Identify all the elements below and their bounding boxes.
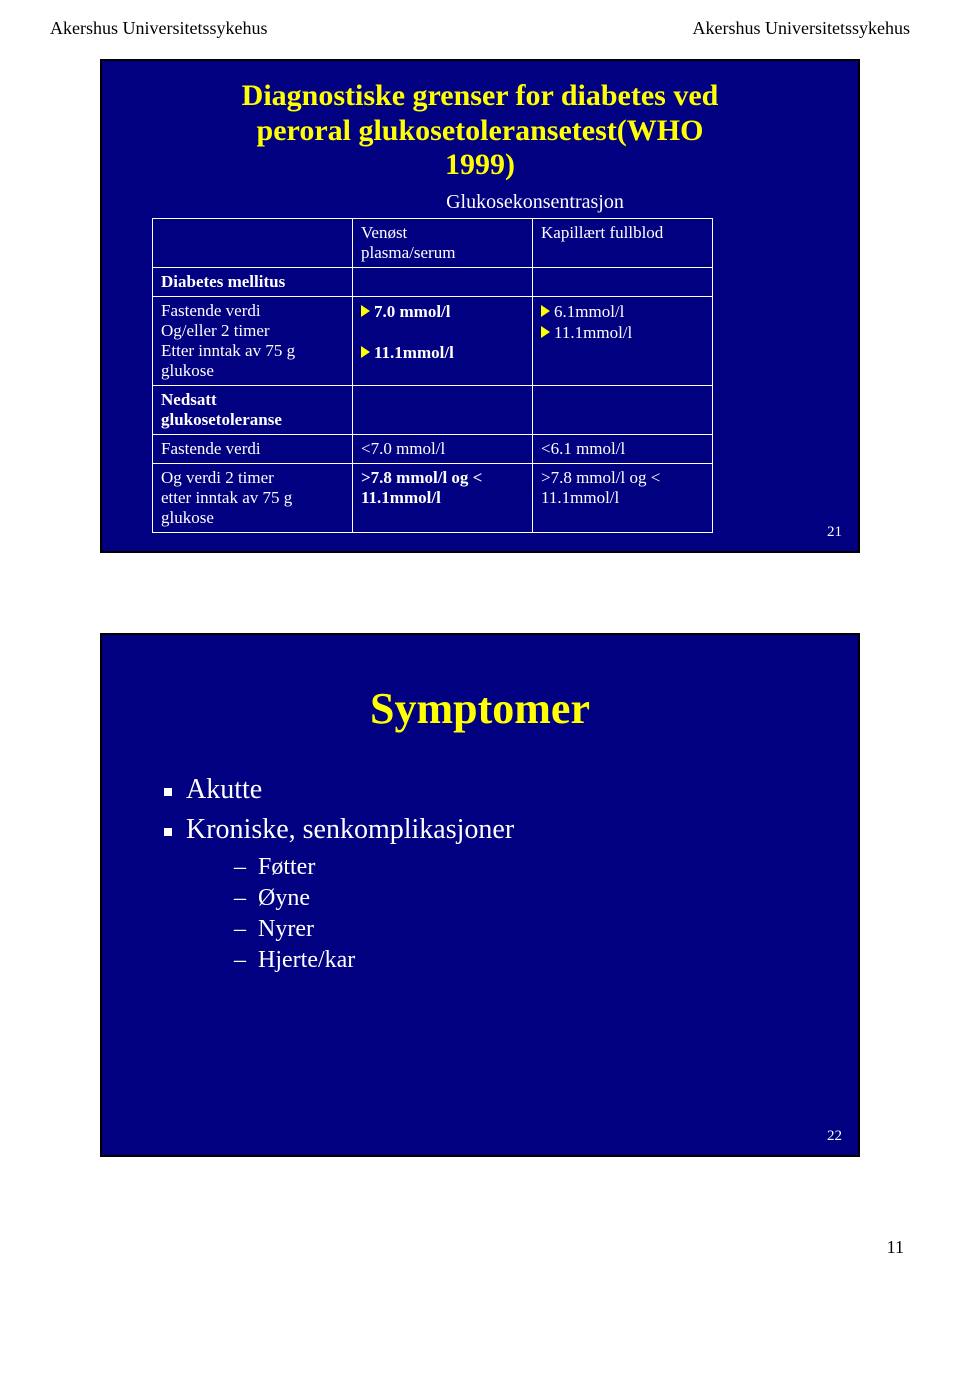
table-row: Fastende verdi <7.0 mmol/l <6.1 mmol/l xyxy=(153,434,713,463)
value: >7.8 mmol/l og < xyxy=(361,468,524,488)
slide-number: 22 xyxy=(827,1128,842,1145)
value: 7.0 mmol/l xyxy=(374,301,451,322)
sub-text: Hjerte/kar xyxy=(258,947,355,974)
cell-fasting2-capillary: <6.1 mmol/l xyxy=(533,434,713,463)
table-row: Og verdi 2 timer etter inntak av 75 g gl… xyxy=(153,463,713,532)
slide-1-title: Diagnostiske grenser for diabetes ved pe… xyxy=(124,79,836,183)
slide-1-body: Diagnostiske grenser for diabetes ved pe… xyxy=(102,61,858,551)
table-row: Nedsatt glukosetoleranse xyxy=(153,385,713,434)
dash-icon: – xyxy=(234,916,246,943)
cell-empty xyxy=(153,218,353,267)
slide-2-body: Symptomer Akutte Kroniske, senkomplikasj… xyxy=(102,635,858,1155)
value: 6.1mmol/l xyxy=(554,301,624,322)
title-line: Diagnostiske grenser for diabetes ved xyxy=(124,79,836,114)
bullet-item: Akutte xyxy=(164,774,836,806)
arrow-icon xyxy=(541,326,550,338)
bullet-text: Kroniske, senkomplikasjoner xyxy=(186,814,514,846)
cell-2h-capillary: >7.8 mmol/l og < 11.1mmol/l xyxy=(533,463,713,532)
text: etter inntak av 75 g xyxy=(161,488,344,508)
page-number: 11 xyxy=(50,1237,910,1258)
text: plasma/serum xyxy=(361,243,524,263)
bullet-item: Kroniske, senkomplikasjoner xyxy=(164,814,836,846)
sub-bullet-item: –Nyrer xyxy=(234,916,836,943)
value: 11.1mmol/l xyxy=(554,322,632,343)
dash-icon: – xyxy=(234,854,246,881)
page: Akershus Universitetssykehus Akershus Un… xyxy=(0,0,960,1298)
cell-fasting2-label: Fastende verdi xyxy=(153,434,353,463)
cell-empty xyxy=(353,267,533,296)
text: glukose xyxy=(161,508,344,528)
cell-header-capillary: Kapillært fullblod xyxy=(533,218,713,267)
text: Og/eller 2 timer xyxy=(161,321,344,341)
cell-empty xyxy=(533,267,713,296)
text: glukosetoleranse xyxy=(161,410,344,430)
table-row: Fastende verdi Og/eller 2 timer Etter in… xyxy=(153,296,713,385)
header-left: Akershus Universitetssykehus xyxy=(50,18,267,39)
dash-icon: – xyxy=(234,947,246,974)
text: Venøst xyxy=(361,223,524,243)
sub-bullet-item: –Føtter xyxy=(234,854,836,881)
cell-fasting-label: Fastende verdi Og/eller 2 timer Etter in… xyxy=(153,296,353,385)
cell-fasting-capillary: 6.1mmol/l 11.1mmol/l xyxy=(533,296,713,385)
cell-2h-venous: >7.8 mmol/l og < 11.1mmol/l xyxy=(353,463,533,532)
arrow-icon xyxy=(361,305,370,317)
value: 11.1mmol/l xyxy=(361,488,524,508)
cell-fasting2-venous: <7.0 mmol/l xyxy=(353,434,533,463)
page-header: Akershus Universitetssykehus Akershus Un… xyxy=(50,18,910,39)
value: >7.8 mmol/l og < xyxy=(541,468,704,488)
text: Nedsatt xyxy=(161,390,344,410)
arrow-item: 11.1mmol/l xyxy=(541,322,704,343)
cell-dm-label: Diabetes mellitus xyxy=(153,267,353,296)
value: 11.1mmol/l xyxy=(374,342,454,363)
arrow-item: 7.0 mmol/l xyxy=(361,301,524,322)
bullet-list: Akutte Kroniske, senkomplikasjoner –Føtt… xyxy=(164,774,836,974)
value: 11.1mmol/l xyxy=(541,488,704,508)
table-row: Diabetes mellitus xyxy=(153,267,713,296)
cell-header-venous: Venøst plasma/serum xyxy=(353,218,533,267)
arrow-icon xyxy=(361,346,370,358)
diagnostic-table: Venøst plasma/serum Kapillært fullblod D… xyxy=(152,218,713,533)
text: Og verdi 2 timer xyxy=(161,468,344,488)
bullet-text: Akutte xyxy=(186,774,262,806)
bullet-icon xyxy=(164,828,172,836)
dash-icon: – xyxy=(234,885,246,912)
slide-1-subtitle: Glukosekonsentrasjon xyxy=(234,191,836,214)
text: Fastende verdi xyxy=(161,301,344,321)
bullet-icon xyxy=(164,788,172,796)
table-row: Venøst plasma/serum Kapillært fullblod xyxy=(153,218,713,267)
text: Etter inntak av 75 g xyxy=(161,341,344,361)
arrow-item: 11.1mmol/l xyxy=(361,342,524,363)
cell-igt-label: Nedsatt glukosetoleranse xyxy=(153,385,353,434)
header-right: Akershus Universitetssykehus xyxy=(693,18,910,39)
sub-bullet-item: –Øyne xyxy=(234,885,836,912)
slide-2: Symptomer Akutte Kroniske, senkomplikasj… xyxy=(100,633,860,1157)
text: glukose xyxy=(161,361,344,381)
title-line: peroral glukosetoleransetest(WHO xyxy=(124,114,836,149)
sub-bullet-item: –Hjerte/kar xyxy=(234,947,836,974)
cell-2h-label: Og verdi 2 timer etter inntak av 75 g gl… xyxy=(153,463,353,532)
sub-text: Nyrer xyxy=(258,916,314,943)
slide-1: Diagnostiske grenser for diabetes ved pe… xyxy=(100,59,860,553)
arrow-item: 6.1mmol/l xyxy=(541,301,704,322)
sub-text: Øyne xyxy=(258,885,310,912)
cell-fasting-venous: 7.0 mmol/l 11.1mmol/l xyxy=(353,296,533,385)
sub-text: Føtter xyxy=(258,854,315,881)
arrow-icon xyxy=(541,305,550,317)
slide-number: 21 xyxy=(827,524,842,541)
cell-empty xyxy=(533,385,713,434)
title-line: 1999) xyxy=(124,148,836,183)
cell-empty xyxy=(353,385,533,434)
slide-2-title: Symptomer xyxy=(124,683,836,734)
